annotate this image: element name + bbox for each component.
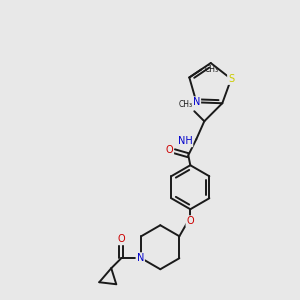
Text: CH₃: CH₃ [204, 65, 218, 74]
Text: O: O [187, 216, 194, 226]
Text: O: O [166, 145, 173, 155]
Text: N: N [193, 97, 200, 107]
Text: N: N [136, 253, 144, 263]
Text: S: S [228, 74, 234, 84]
Text: NH: NH [178, 136, 192, 146]
Text: O: O [117, 234, 125, 244]
Text: CH₃: CH₃ [178, 100, 192, 109]
